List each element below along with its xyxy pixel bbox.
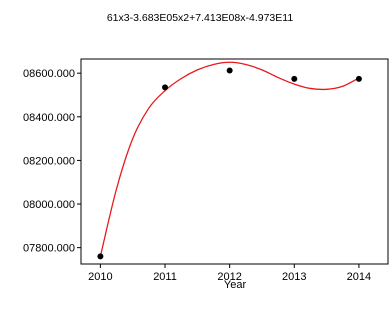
y-tick-label: 08200.000	[23, 155, 75, 167]
data-point	[226, 67, 233, 74]
y-tick-label: 08400.000	[23, 112, 75, 124]
x-tick-label: 2014	[347, 271, 371, 283]
x-axis: 2010 2011 2012 2013 2014	[88, 264, 371, 283]
fit-curve	[99, 61, 360, 257]
x-tick-label: 2013	[282, 271, 306, 283]
data-point	[162, 84, 169, 91]
x-tick-label: 2011	[153, 271, 177, 283]
x-tick-label: 2010	[88, 271, 112, 283]
x-tick-label: 2012	[217, 271, 241, 283]
data-points	[97, 67, 362, 260]
plot-frame	[80, 58, 389, 265]
data-point	[97, 253, 104, 260]
y-tick-label: 08600.000	[23, 68, 75, 80]
chart-title: 61x3-3.683E05x2+7.413E08x-4.973E11	[107, 12, 293, 24]
y-tick-label: 08000.000	[23, 199, 75, 211]
x-axis-label: Year	[224, 279, 247, 291]
data-point	[291, 75, 298, 82]
data-point	[355, 75, 362, 82]
y-tick-label: 07800.000	[23, 243, 75, 255]
y-axis: 07800.000 08000.000 08200.000 08400.000 0860…	[23, 68, 81, 255]
